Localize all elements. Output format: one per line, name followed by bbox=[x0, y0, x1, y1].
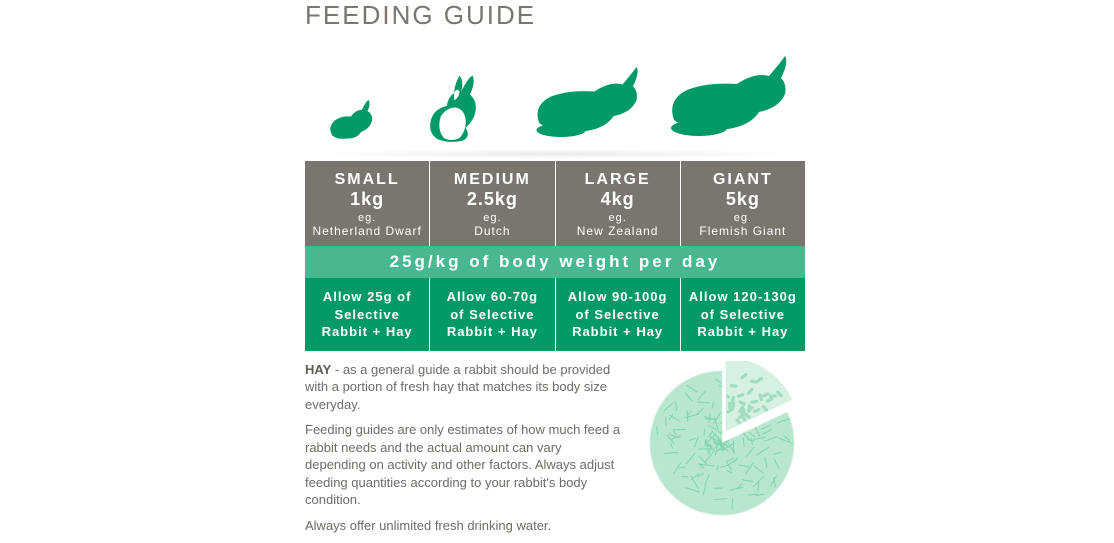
page-title: FEEDING GUIDE bbox=[305, 0, 805, 31]
allowance-cell: Allow 120-130g of Selective Rabbit + Hay bbox=[681, 278, 805, 351]
allow-line: Allow 120-130g bbox=[687, 288, 799, 306]
size-weight: 1kg bbox=[309, 189, 425, 210]
estimates-paragraph: Feeding guides are only estimates of how… bbox=[305, 421, 622, 509]
allow-line: Rabbit + Hay bbox=[311, 323, 423, 341]
rabbit-silhouette bbox=[412, 68, 506, 147]
allow-line: Rabbit + Hay bbox=[562, 323, 674, 341]
size-cell: LARGE 4kg eg. New Zealand bbox=[556, 161, 681, 246]
allow-line: Selective bbox=[311, 306, 423, 324]
rabbit-icon bbox=[321, 86, 393, 147]
size-weight: 2.5kg bbox=[434, 189, 550, 210]
size-example: Flemish Giant bbox=[685, 224, 801, 238]
allow-line: of Selective bbox=[436, 306, 548, 324]
size-cell: SMALL 1kg eg. Netherland Dwarf bbox=[305, 161, 430, 246]
size-name: LARGE bbox=[560, 171, 676, 189]
dose-per-kg-bar: 25g/kg of body weight per day bbox=[305, 246, 805, 278]
pie-chart-icon bbox=[640, 361, 810, 521]
allowance-cell: Allow 25g of Selective Rabbit + Hay bbox=[305, 278, 430, 351]
size-eg: eg. bbox=[685, 212, 801, 224]
allow-line: Allow 60-70g bbox=[436, 288, 548, 306]
allowance-row: Allow 25g of Selective Rabbit + Hay Allo… bbox=[305, 278, 805, 351]
allow-line: of Selective bbox=[562, 306, 674, 324]
rabbit-silhouette bbox=[659, 37, 789, 147]
bottom-section: HAY - as a general guide a rabbit should… bbox=[305, 361, 805, 543]
rabbit-icon bbox=[412, 68, 506, 147]
size-cell: GIANT 5kg eg. Flemish Giant bbox=[681, 161, 805, 246]
size-name: GIANT bbox=[685, 171, 801, 189]
hay-text: - as a general guide a rabbit should be … bbox=[305, 362, 610, 412]
water-paragraph: Always offer unlimited fresh drinking wa… bbox=[305, 517, 622, 535]
rabbit-silhouette bbox=[526, 50, 640, 147]
allow-line: of Selective bbox=[687, 306, 799, 324]
size-weight: 4kg bbox=[560, 189, 676, 210]
allow-line: Rabbit + Hay bbox=[436, 323, 548, 341]
rabbit-silhouettes-row bbox=[305, 41, 805, 151]
size-cell: MEDIUM 2.5kg eg. Dutch bbox=[430, 161, 555, 246]
allow-line: Allow 90-100g bbox=[562, 288, 674, 306]
allowance-cell: Allow 60-70g of Selective Rabbit + Hay bbox=[430, 278, 555, 351]
size-eg: eg. bbox=[434, 212, 550, 224]
hay-pellet-pie-chart bbox=[640, 361, 805, 543]
hay-paragraph: HAY - as a general guide a rabbit should… bbox=[305, 361, 622, 414]
size-example: New Zealand bbox=[560, 224, 676, 238]
rabbit-icon bbox=[526, 50, 640, 147]
allow-line: Rabbit + Hay bbox=[687, 323, 799, 341]
size-eg: eg. bbox=[560, 212, 676, 224]
reflection-shadow bbox=[305, 149, 805, 161]
size-name: MEDIUM bbox=[434, 171, 550, 189]
size-header-row: SMALL 1kg eg. Netherland Dwarf MEDIUM 2.… bbox=[305, 161, 805, 246]
size-example: Dutch bbox=[434, 224, 550, 238]
size-example: Netherland Dwarf bbox=[309, 224, 425, 238]
size-weight: 5kg bbox=[685, 189, 801, 210]
bottom-text-block: HAY - as a general guide a rabbit should… bbox=[305, 361, 622, 543]
hay-label: HAY bbox=[305, 362, 331, 377]
rabbit-silhouette bbox=[321, 86, 393, 147]
rabbit-icon bbox=[659, 37, 789, 147]
allow-line: Allow 25g of bbox=[311, 288, 423, 306]
allowance-cell: Allow 90-100g of Selective Rabbit + Hay bbox=[556, 278, 681, 351]
size-eg: eg. bbox=[309, 212, 425, 224]
size-name: SMALL bbox=[309, 171, 425, 189]
